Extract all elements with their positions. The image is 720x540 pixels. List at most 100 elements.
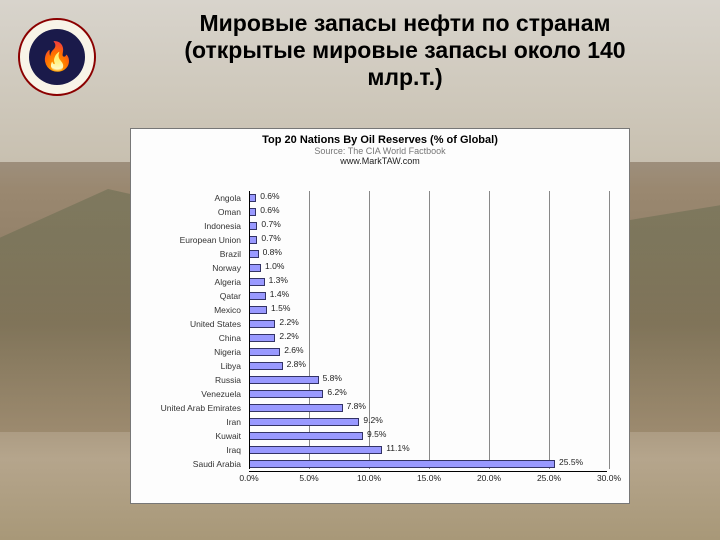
- bar: [249, 320, 275, 328]
- y-tick-label: Angola: [215, 193, 241, 203]
- x-tick-label: 15.0%: [417, 473, 441, 483]
- bar-row: 2.6%: [249, 347, 609, 357]
- y-tick-label: Libya: [221, 361, 241, 371]
- chart-subtitle-url: www.MarkTAW.com: [131, 156, 629, 166]
- y-tick-label: Iran: [226, 417, 241, 427]
- gridline: [429, 191, 430, 469]
- bar-value-label: 9.5%: [367, 429, 386, 439]
- bar: [249, 376, 319, 384]
- bar-row: 11.1%: [249, 445, 609, 455]
- bar-row: 0.8%: [249, 249, 609, 259]
- bar-row: 1.3%: [249, 277, 609, 287]
- y-tick-label: Iraq: [226, 445, 241, 455]
- logo: 🔥: [18, 18, 96, 96]
- bar: [249, 432, 363, 440]
- bar-row: 9.5%: [249, 431, 609, 441]
- bar: [249, 390, 323, 398]
- x-tick-label: 30.0%: [597, 473, 621, 483]
- bar-value-label: 0.6%: [260, 205, 279, 215]
- bar: [249, 194, 256, 202]
- bar-value-label: 2.2%: [279, 317, 298, 327]
- bar: [249, 348, 280, 356]
- y-tick-label: Kuwait: [215, 431, 241, 441]
- y-axis-labels: Angola Oman Indonesia European Union Brazil N…: [131, 191, 245, 469]
- y-tick-label: United Arab Emirates: [161, 403, 241, 413]
- bar-row: 1.4%: [249, 291, 609, 301]
- gridline: [549, 191, 550, 469]
- bar-value-label: 9.2%: [363, 415, 382, 425]
- y-tick-label: Algeria: [215, 277, 241, 287]
- bar-row: 5.8%: [249, 375, 609, 385]
- gridline: [609, 191, 610, 469]
- bar-row: 0.6%: [249, 193, 609, 203]
- x-tick-label: 10.0%: [357, 473, 381, 483]
- bar: [249, 236, 257, 244]
- bar-value-label: 2.8%: [287, 359, 306, 369]
- y-tick-label: Mexico: [214, 305, 241, 315]
- y-tick-label: Norway: [212, 263, 241, 273]
- bar-value-label: 2.6%: [284, 345, 303, 355]
- y-tick-label: China: [219, 333, 241, 343]
- bar-row: 0.7%: [249, 235, 609, 245]
- bar-value-label: 0.7%: [261, 219, 280, 229]
- y-tick-label: Saudi Arabia: [193, 459, 241, 469]
- bar-value-label: 0.8%: [263, 247, 282, 257]
- bar: [249, 418, 359, 426]
- bar-row: 9.2%: [249, 417, 609, 427]
- bar-row: 2.8%: [249, 361, 609, 371]
- bar-row: 25.5%: [249, 459, 609, 469]
- x-tick-label: 5.0%: [299, 473, 318, 483]
- y-tick-label: Brazil: [220, 249, 241, 259]
- bar: [249, 362, 283, 370]
- bar-value-label: 1.4%: [270, 289, 289, 299]
- bar-value-label: 11.1%: [386, 443, 409, 453]
- bar-row: 2.2%: [249, 333, 609, 343]
- y-tick-label: Nigeria: [214, 347, 241, 357]
- bar-value-label: 25.5%: [559, 457, 583, 467]
- y-axis-line: [249, 191, 250, 469]
- gridline: [369, 191, 370, 469]
- plot-area: 0.6% 0.6% 0.7% 0.7% 0.8% 1.0% 1.3% 1.4% 1.5% 2.2%…: [249, 191, 607, 469]
- x-tick-label: 0.0%: [239, 473, 258, 483]
- bar: [249, 250, 259, 258]
- y-tick-label: Oman: [218, 207, 241, 217]
- bar-row: 0.7%: [249, 221, 609, 231]
- y-tick-label: Venezuela: [201, 389, 241, 399]
- bar: [249, 334, 275, 342]
- bar-row: 2.2%: [249, 319, 609, 329]
- y-tick-label: United States: [190, 319, 241, 329]
- bar-value-label: 0.7%: [261, 233, 280, 243]
- bar-row: 1.0%: [249, 263, 609, 273]
- page-title: Мировые запасы нефти по странам (открыты…: [110, 10, 700, 91]
- bar-value-label: 1.0%: [265, 261, 284, 271]
- logo-inner: 🔥: [29, 29, 85, 85]
- y-tick-label: European Union: [180, 235, 241, 245]
- x-tick-label: 25.0%: [537, 473, 561, 483]
- bar-value-label: 5.8%: [323, 373, 342, 383]
- y-tick-label: Russia: [215, 375, 241, 385]
- bar: [249, 446, 382, 454]
- bar-row: 1.5%: [249, 305, 609, 315]
- x-axis-labels: 0.0%5.0%10.0%15.0%20.0%25.0%30.0%: [249, 473, 607, 495]
- y-tick-label: Indonesia: [204, 221, 241, 231]
- flame-icon: 🔥: [40, 43, 75, 71]
- bar: [249, 292, 266, 300]
- chart-title: Top 20 Nations By Oil Reserves (% of Glo…: [131, 129, 629, 146]
- bar-value-label: 2.2%: [279, 331, 298, 341]
- bar: [249, 460, 555, 468]
- bar-value-label: 1.3%: [269, 275, 288, 285]
- gridline: [489, 191, 490, 469]
- bar: [249, 208, 256, 216]
- y-tick-label: Qatar: [220, 291, 241, 301]
- bar-value-label: 0.6%: [260, 191, 279, 201]
- bar: [249, 306, 267, 314]
- bar: [249, 278, 265, 286]
- bar-row: 7.8%: [249, 403, 609, 413]
- bar: [249, 264, 261, 272]
- bar: [249, 404, 343, 412]
- x-axis-line: [249, 471, 607, 472]
- chart-card: Top 20 Nations By Oil Reserves (% of Glo…: [130, 128, 630, 504]
- bar-value-label: 7.8%: [347, 401, 366, 411]
- bar-value-label: 1.5%: [271, 303, 290, 313]
- bar-value-label: 6.2%: [327, 387, 346, 397]
